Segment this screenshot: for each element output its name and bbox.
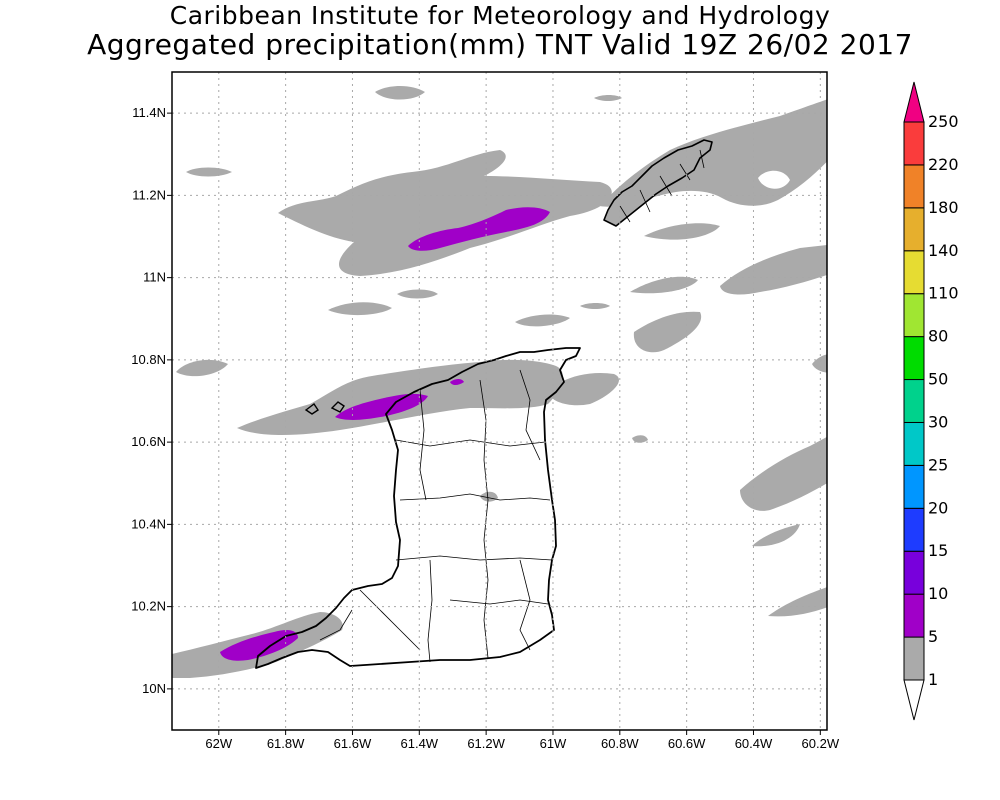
colorbar-bin: [903, 250, 925, 295]
lat-tick-label: 11.2N: [132, 187, 166, 202]
colorbar-label: 80: [928, 327, 948, 346]
lon-tick-label: 61.2W: [467, 736, 505, 751]
lon-tick-label: 60.8W: [601, 736, 639, 751]
lon-tick-label: 61.4W: [401, 736, 439, 751]
title-block: Caribbean Institute for Meteorology and …: [0, 2, 1000, 60]
colorbar-bin: [903, 121, 925, 166]
trinidad-island: [255, 347, 581, 669]
lat-tick-label: 11N: [143, 270, 166, 285]
colorbar-label: 5: [928, 627, 938, 646]
map-frame: [171, 71, 828, 731]
colorbar-bin: [903, 550, 925, 595]
tobago-island: [603, 139, 713, 227]
lon-tick-label: 60.6W: [668, 736, 706, 751]
colorbar-bin: [903, 507, 925, 552]
admin-boundaries: [319, 149, 705, 663]
colorbar-bin: [903, 164, 925, 209]
lat-tick-label: 10.6N: [131, 434, 166, 449]
colorbar-label: 180: [928, 198, 959, 217]
colorbar-bin: [903, 336, 925, 381]
colorbar-bin: [903, 464, 925, 509]
colorbar-bin: [903, 593, 925, 638]
gridlines: [172, 72, 827, 730]
precipitation-layer: [172, 86, 827, 678]
colorbar-label: 110: [928, 284, 959, 303]
coastlines-layer: [255, 139, 713, 669]
colorbar-label: 10: [928, 584, 948, 603]
map-axes: 62W 61.8W 61.6W 61.4W 61.2W 61W 60.8W 60.6W 60.4…: [131, 105, 840, 751]
lon-tick-label: 61.6W: [334, 736, 372, 751]
lon-tick-label: 62W: [205, 736, 232, 751]
colorbar-bin-low: [903, 679, 925, 721]
lat-tick-label: 10.2N: [131, 599, 166, 614]
monos-islets: [304, 401, 345, 415]
colorbar-label: 220: [928, 155, 959, 174]
precip-1-5mm-areas: [172, 86, 827, 678]
lon-tick-label: 61.8W: [267, 736, 305, 751]
colorbar-label: 250: [928, 112, 959, 131]
colorbar-label: 30: [928, 412, 948, 431]
colorbar-bin-high: [903, 81, 925, 123]
lat-tick-label: 10.8N: [131, 352, 166, 367]
colorbar-bin: [903, 636, 925, 681]
colorbar-label: 25: [928, 455, 948, 474]
colorbar-label: 15: [928, 541, 948, 560]
colorbar-bin: [903, 293, 925, 338]
title-line-2: Aggregated precipitation(mm) TNT Valid 1…: [87, 28, 913, 61]
lon-tick-label: 61W: [540, 736, 567, 751]
lat-tick-label: 10N: [142, 681, 166, 696]
title-line-1: Caribbean Institute for Meteorology and …: [169, 1, 831, 30]
lon-tick-label: 60.2W: [802, 736, 840, 751]
colorbar-label: 140: [928, 241, 959, 260]
lon-tick-label: 60.4W: [735, 736, 773, 751]
colorbar-label: 20: [928, 498, 948, 517]
colorbar-bin: [903, 379, 925, 423]
colorbar-bin: [903, 421, 925, 466]
lat-tick-label: 10.4N: [131, 516, 166, 531]
colorbar-label: 50: [928, 370, 948, 389]
precip-5-10mm-areas: [220, 207, 550, 661]
colorbar-bin: [903, 207, 925, 252]
lat-tick-label: 11.4N: [132, 105, 166, 120]
colorbar-label: 1: [928, 670, 938, 689]
